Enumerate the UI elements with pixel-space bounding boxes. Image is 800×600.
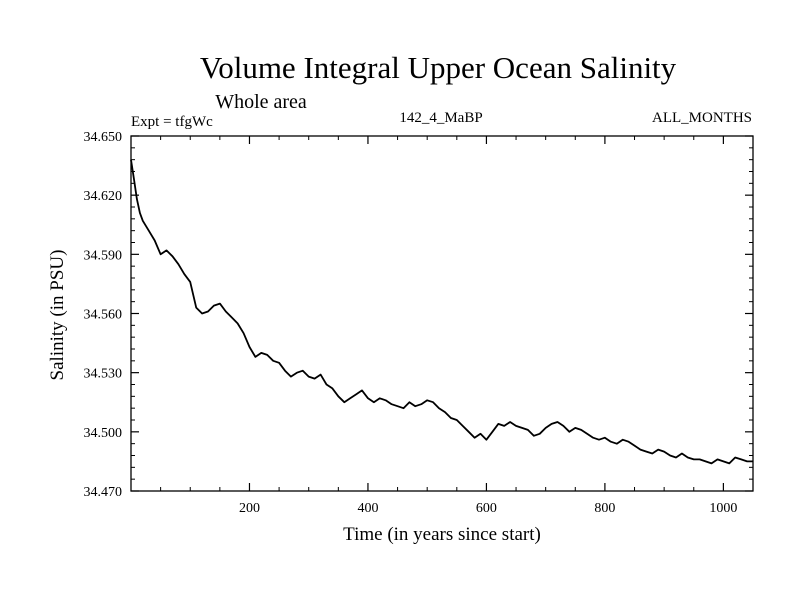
y-tick-label: 34.620 bbox=[84, 189, 123, 204]
series-line-salinity bbox=[130, 159, 753, 465]
x-tick-label: 400 bbox=[357, 501, 378, 516]
plot-frame bbox=[130, 135, 754, 492]
center-label: 142_4_MaBP bbox=[399, 110, 482, 126]
x-tick-label: 800 bbox=[594, 501, 615, 516]
chart-subtitle: Whole area bbox=[215, 91, 307, 113]
chart-title: Volume Integral Upper Ocean Salinity bbox=[200, 50, 677, 85]
expt-label: Expt = tfgWc bbox=[131, 114, 213, 130]
right-label: ALL_MONTHS bbox=[652, 110, 752, 126]
x-tick-label: 1000 bbox=[709, 501, 737, 516]
x-axis-label: Time (in years since start) bbox=[343, 524, 541, 545]
y-axis-label: Salinity (in PSU) bbox=[47, 250, 68, 381]
y-tick-label: 34.530 bbox=[84, 367, 123, 382]
y-tick-label: 34.650 bbox=[84, 130, 123, 145]
y-tick-label: 34.500 bbox=[84, 426, 123, 441]
y-tick-label: 34.560 bbox=[84, 308, 123, 323]
y-tick-label: 34.470 bbox=[84, 485, 123, 500]
x-tick-label: 200 bbox=[239, 501, 260, 516]
x-tick-label: 600 bbox=[476, 501, 497, 516]
y-tick-label: 34.590 bbox=[84, 248, 123, 263]
